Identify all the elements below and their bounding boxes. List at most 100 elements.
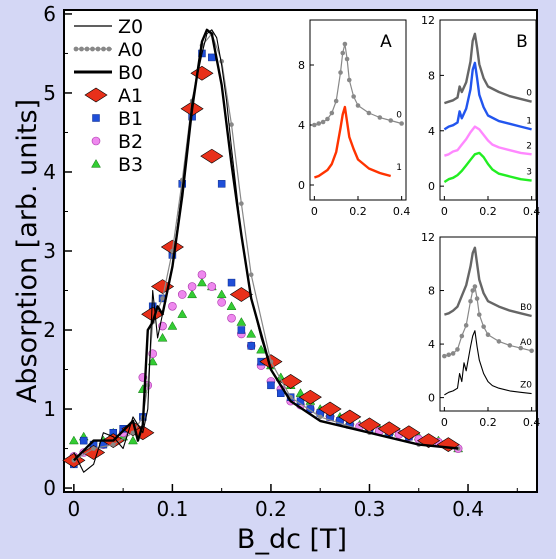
series-point (187, 289, 198, 299)
series-1 (443, 61, 532, 131)
series-point (320, 119, 326, 125)
series-point (446, 352, 452, 358)
series-point (91, 446, 96, 451)
series-point (177, 290, 187, 299)
inset-x-tick-label: 0.4 (523, 205, 541, 218)
series-point (442, 353, 447, 359)
series-0 (312, 41, 404, 128)
legend-swatch-dot (84, 46, 90, 52)
series-point (518, 345, 524, 351)
y-tick-label: 6 (43, 2, 56, 26)
legend-swatch (91, 136, 101, 146)
legend-item-z0: Z0 (74, 16, 143, 38)
series-point (459, 333, 465, 339)
series-point (247, 342, 255, 350)
series-point (279, 374, 303, 389)
x-tick-label: 0.3 (354, 497, 386, 521)
legend-swatch-dot (95, 46, 101, 52)
series-point (130, 430, 136, 436)
series-line (444, 125, 532, 157)
inset-frame (439, 19, 537, 201)
series-point (207, 282, 217, 291)
inset-x-tick-label: 0.2 (479, 416, 497, 429)
series-point (317, 414, 323, 420)
series-line (444, 330, 532, 396)
series-point (344, 56, 350, 62)
series-point (79, 436, 88, 445)
series-point (312, 122, 317, 128)
series-line (314, 105, 392, 179)
series-point (496, 339, 502, 344)
y-tick-label: 1 (43, 397, 56, 421)
inset-y-tick-label: 0 (298, 179, 305, 192)
series-point (177, 309, 188, 318)
series-point (485, 332, 491, 338)
series-point (388, 118, 394, 123)
inset-y-tick-label: 0 (428, 392, 435, 405)
series-line (443, 151, 532, 184)
series-line (73, 28, 459, 462)
series-point (468, 298, 473, 304)
inset-series-label: 0 (526, 89, 532, 99)
series-point (197, 270, 207, 280)
inset-x-tick-label: 0.4 (523, 416, 541, 429)
series-point (68, 435, 79, 445)
legend-swatch-dot (101, 46, 106, 52)
inset-y-tick-label: 4 (298, 119, 305, 132)
series-point (128, 435, 138, 445)
series-point (229, 287, 253, 302)
inset-x-tick-label: 0 (311, 205, 318, 218)
inset-x-tick-label: 0 (441, 205, 448, 218)
series-point (157, 332, 168, 342)
y-tick-label: 5 (43, 81, 56, 105)
series-point (306, 405, 315, 413)
inset-series-label: 1 (526, 116, 532, 126)
series-point (399, 121, 404, 126)
y-tick-label: 2 (43, 318, 56, 342)
inset-panel-label: B (516, 32, 528, 52)
y-tick-label: 3 (43, 239, 56, 263)
inset-a: 0 0.2 0.4 0 4 8 0 1 A (298, 19, 411, 218)
series-point (237, 326, 246, 334)
series-point (82, 445, 106, 460)
series-point (481, 324, 486, 329)
legend-label: A0 (118, 39, 143, 61)
legend-swatch-dot (90, 46, 95, 52)
inset-x-tick-label: 0.2 (479, 205, 497, 218)
series-line (443, 61, 532, 131)
inset-x-tick-label: 0.4 (393, 205, 411, 218)
series-point (355, 103, 361, 108)
y-axis-label: Absorption [arb. units] (12, 99, 43, 403)
series-point (229, 122, 234, 127)
series-point (147, 356, 158, 366)
series-point (318, 401, 342, 417)
series-point (470, 288, 476, 293)
series-point (168, 302, 177, 311)
inset-x-tick-label: 0 (441, 416, 448, 429)
series-point (333, 98, 339, 104)
inset-y-tick-label: 8 (428, 285, 435, 298)
legend-swatch-dot (73, 46, 79, 52)
series-point (476, 312, 482, 317)
series-point (397, 425, 421, 441)
series-point (342, 41, 348, 47)
series-b0 (73, 28, 459, 462)
legend-swatch (92, 114, 100, 122)
series-point (187, 282, 197, 291)
y-tick-label: 4 (43, 160, 56, 184)
legend-label: A1 (118, 85, 143, 107)
series-point (227, 278, 236, 287)
legend-swatch-dot (79, 46, 84, 52)
series-point (338, 409, 362, 425)
series-a0 (442, 284, 534, 359)
legend-label: B0 (118, 62, 143, 84)
legend-label: B2 (118, 131, 143, 153)
series-1 (314, 105, 392, 179)
inset-series-label: 3 (526, 168, 532, 178)
series-line (444, 32, 532, 105)
series-point (267, 381, 275, 390)
